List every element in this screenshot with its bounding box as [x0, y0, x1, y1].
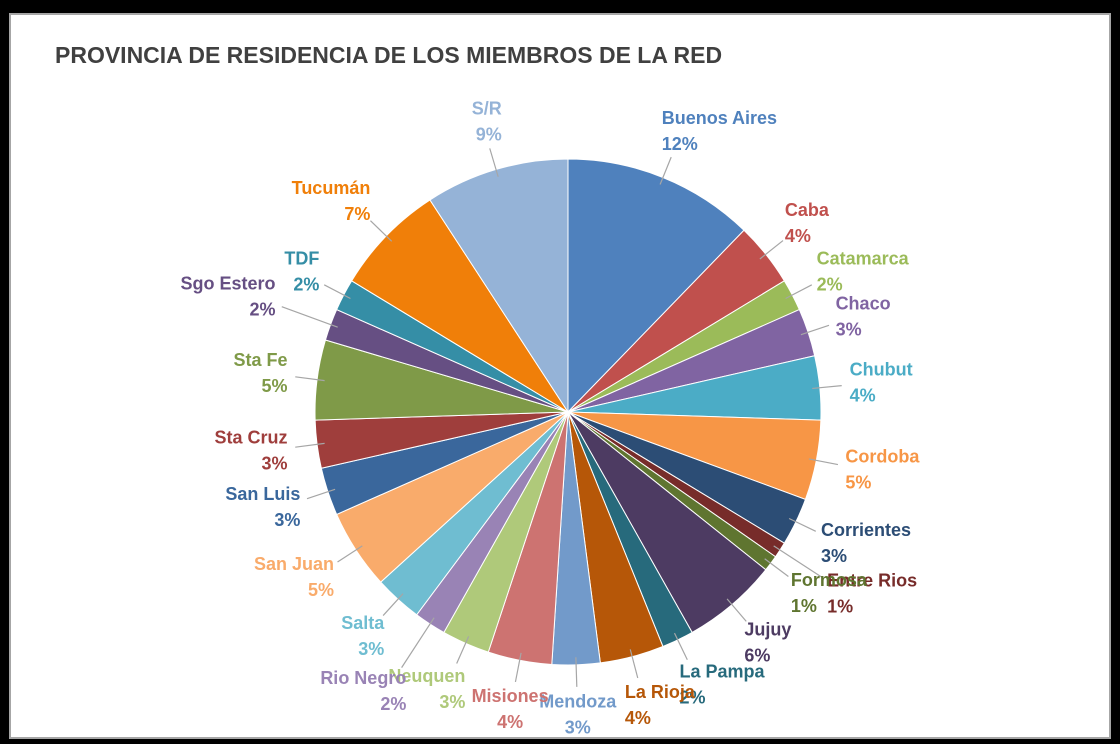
leader-line: [401, 617, 435, 668]
data-label-value: 7%: [344, 204, 370, 224]
data-label-name: Jujuy: [744, 619, 791, 639]
data-label-value: 2%: [679, 688, 705, 708]
leader-line: [281, 306, 338, 328]
data-label-name: Catamarca: [817, 249, 910, 269]
leader-line: [295, 442, 325, 448]
leader-line: [808, 458, 839, 466]
leader-line: [306, 488, 336, 500]
data-label-name: Chubut: [850, 360, 913, 380]
data-label-value: 3%: [836, 319, 862, 339]
data-label-name: S/R: [472, 98, 502, 118]
data-label-name: Corrientes: [821, 520, 911, 540]
data-label-name: Formosa: [791, 570, 868, 590]
data-label-value: 5%: [308, 580, 334, 600]
data-label-name: Tucumán: [292, 178, 371, 198]
data-label-value: 5%: [845, 473, 871, 493]
data-label-value: 3%: [358, 639, 384, 659]
data-label-value: 4%: [497, 712, 523, 732]
leader-line: [370, 220, 393, 242]
data-label-name: Sta Fe: [233, 350, 287, 370]
data-label-value: 2%: [249, 300, 275, 320]
leader-line: [659, 156, 672, 185]
data-label-value: 1%: [791, 596, 817, 616]
data-label-value: 5%: [261, 376, 287, 396]
data-label-name: Salta: [341, 613, 385, 633]
leader-line: [673, 632, 688, 661]
data-label-value: 3%: [821, 546, 847, 566]
leader-line: [726, 598, 747, 622]
data-label-name: TDF: [284, 249, 319, 269]
data-label-name: San Juan: [254, 554, 334, 574]
leader-line: [812, 384, 842, 390]
data-label-name: Mendoza: [539, 692, 617, 712]
data-label-name: Sta Cruz: [214, 427, 287, 447]
data-label-name: San Luis: [225, 484, 300, 504]
data-label-name: Entre Rios: [827, 570, 917, 590]
leader-line: [575, 657, 578, 687]
leader-line: [629, 649, 639, 679]
data-label-value: 9%: [476, 124, 502, 144]
data-label-name: La Rioja: [625, 682, 696, 702]
data-label-value: 4%: [850, 386, 876, 406]
data-label-value: 2%: [293, 275, 319, 295]
leader-line: [788, 517, 817, 532]
leader-line: [759, 240, 784, 260]
leader-line: [773, 545, 824, 579]
data-label-name: Neuquen: [388, 666, 465, 686]
data-label-value: 3%: [261, 453, 287, 473]
data-label-value: 4%: [625, 708, 651, 728]
leader-line: [323, 284, 351, 300]
data-label-value: 4%: [785, 226, 811, 246]
data-label-value: 12%: [662, 134, 698, 154]
data-label-value: 2%: [380, 694, 406, 714]
leader-line: [785, 284, 813, 300]
data-label-name: Chaco: [836, 293, 891, 313]
data-label-value: 1%: [827, 596, 853, 616]
data-label-value: 2%: [817, 275, 843, 295]
data-label-value: 3%: [439, 692, 465, 712]
leader-line: [514, 652, 522, 683]
chart-title: PROVINCIA DE RESIDENCIA DE LOS MIEMBROS …: [55, 42, 722, 68]
leader-line: [382, 593, 404, 616]
leader-line: [489, 148, 499, 177]
data-label-name: Rio Negro: [320, 668, 406, 688]
data-label-value: 3%: [565, 718, 591, 738]
leader-line: [295, 376, 325, 382]
data-label-name: La Pampa: [679, 662, 765, 682]
leader-line: [456, 636, 470, 664]
leader-line: [800, 324, 830, 336]
data-label-value: 6%: [744, 645, 770, 665]
data-label-name: Cordoba: [845, 447, 920, 467]
data-label-name: Buenos Aires: [662, 108, 777, 128]
leader-line: [764, 558, 789, 577]
data-label-name: Misiones: [472, 686, 549, 706]
data-label-value: 3%: [274, 510, 300, 530]
data-label-name: Sgo Estero: [180, 274, 275, 294]
data-label-name: Caba: [785, 200, 830, 220]
leader-line: [337, 545, 363, 563]
